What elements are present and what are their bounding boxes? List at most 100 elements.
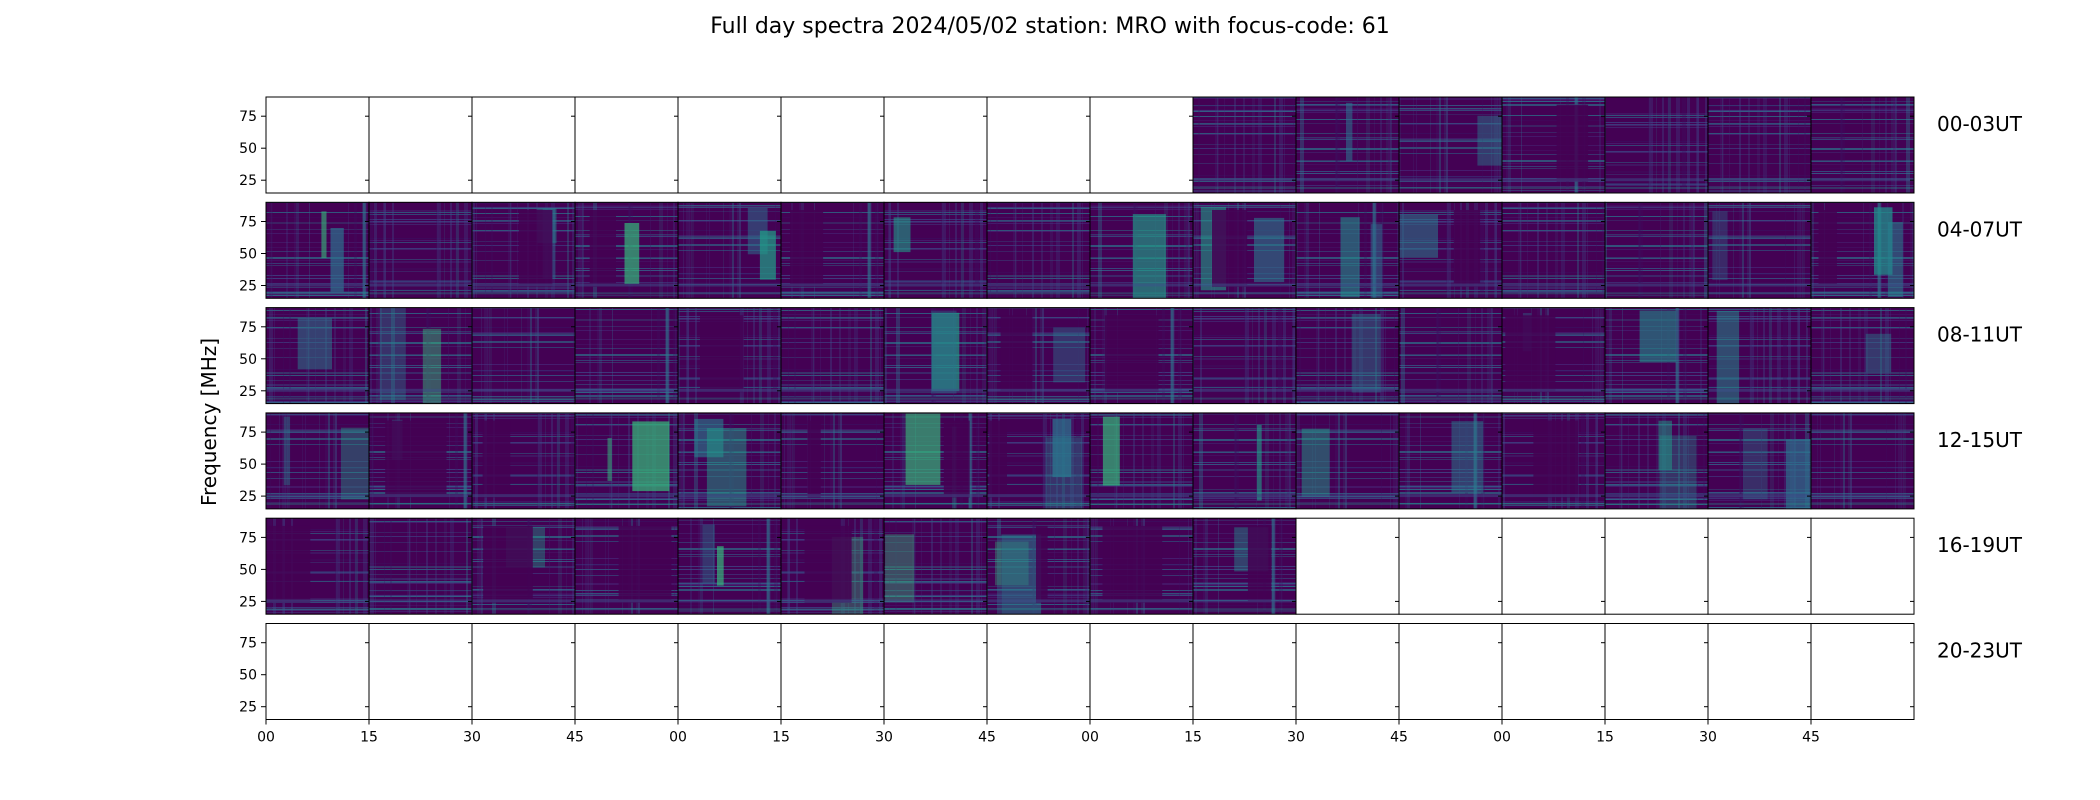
spectrogram-panel (575, 518, 678, 615)
spectrogram-panel (1605, 412, 1708, 509)
panel-frame (1810, 517, 1915, 615)
x-tick-label: 15 (1596, 730, 1614, 746)
x-tick-label: 45 (978, 730, 996, 746)
empty-panel (1708, 518, 1811, 615)
spectrogram-panel (678, 518, 781, 615)
spectrogram-panel (884, 202, 987, 299)
x-tick-label: 00 (1081, 730, 1099, 746)
y-tick-label: 75 (239, 215, 257, 231)
spectra-row: 00-03UT 25 50 75 (239, 96, 2023, 194)
spectrogram-panel (1708, 97, 1811, 193)
empty-panel (575, 97, 678, 193)
empty-panel (781, 623, 884, 720)
empty-panel (1605, 518, 1708, 615)
y-tick-label: 75 (239, 636, 257, 652)
spectrogram-panel (1605, 202, 1708, 299)
panel-frame (1810, 96, 1915, 194)
row-label: 04-07UT (1937, 217, 2023, 241)
spectrogram-panel (1193, 202, 1296, 299)
spectrogram-panel (1399, 412, 1502, 509)
row-label: 20-23UT (1937, 639, 2023, 663)
x-tick-label: 45 (566, 730, 584, 746)
spectrogram-panel (678, 202, 781, 299)
empty-panel (1502, 623, 1605, 720)
spectrogram-panel (369, 518, 472, 615)
empty-panel (678, 97, 781, 193)
empty-panel (1811, 518, 1914, 615)
spectrogram-panel (1811, 97, 1914, 193)
spectrogram-panel (1193, 412, 1296, 509)
y-axis-label: Frequency [MHz] (197, 338, 221, 506)
spectrogram-panel (575, 202, 678, 299)
y-tick-label: 75 (239, 109, 257, 125)
spectrogram-panel (1399, 202, 1502, 299)
spectrogram-panel (884, 518, 987, 615)
empty-panel (266, 97, 369, 193)
spectrogram-panel (781, 412, 884, 509)
spectrogram-panel (266, 518, 369, 615)
y-tick-label: 50 (239, 352, 257, 368)
spectrogram-panel (1708, 307, 1811, 404)
spectrogram-panel (1193, 518, 1296, 615)
x-tick-label: 45 (1390, 730, 1408, 746)
spectrogram-panel (1090, 307, 1193, 404)
x-tick-label: 30 (1699, 730, 1717, 746)
spectrogram-panel (266, 307, 369, 404)
empty-panel (1708, 623, 1811, 720)
empty-panel (369, 97, 472, 193)
spectrogram-panel (266, 202, 369, 299)
spectrogram-panel (472, 307, 575, 404)
spectrogram-panel (1399, 307, 1502, 404)
empty-panel (1193, 623, 1296, 720)
spectrogram-panel (1708, 412, 1811, 509)
spectrogram-panel (884, 307, 987, 404)
spectrogram-panel (472, 202, 575, 299)
empty-panel (884, 97, 987, 193)
spectrogram-panel (369, 202, 472, 299)
empty-panel (987, 97, 1090, 193)
panel-frame (1810, 201, 1915, 299)
row-label: 00-03UT (1937, 112, 2023, 136)
x-tick-label: 15 (360, 730, 378, 746)
spectrogram-panel (1502, 412, 1605, 509)
y-tick-label: 25 (239, 489, 257, 505)
spectrogram-panel (781, 202, 884, 299)
spectrogram-panel (575, 412, 678, 509)
empty-panel (678, 623, 781, 720)
panel-frame (1810, 307, 1915, 405)
x-tick-label: 30 (1287, 730, 1305, 746)
y-tick-label: 25 (239, 173, 257, 189)
spectrogram-panel (1296, 97, 1399, 193)
spectrogram-panel (987, 307, 1090, 404)
spectrogram-panel (1502, 97, 1605, 193)
empty-panel (369, 623, 472, 720)
spectrogram-panel (472, 518, 575, 615)
y-tick-label: 25 (239, 384, 257, 400)
spectrogram-panel (1090, 412, 1193, 509)
row-label: 08-11UT (1937, 323, 2023, 347)
spectrogram-panel (678, 307, 781, 404)
spectrogram-panel (369, 412, 472, 509)
empty-panel (472, 97, 575, 193)
spectrogram-panel (1090, 202, 1193, 299)
spectrogram-panel (575, 307, 678, 404)
y-tick-label: 25 (239, 700, 257, 716)
empty-panel (1090, 623, 1193, 720)
spectra-row: 12-15UT 25 50 75 (239, 412, 2023, 510)
empty-panel (1399, 623, 1502, 720)
y-tick-label: 25 (239, 279, 257, 295)
spectrogram-panel (1811, 307, 1914, 404)
spectrogram-panel (1811, 202, 1914, 299)
spectrogram-panel (781, 307, 884, 404)
empty-panel (575, 623, 678, 720)
x-tick-label: 30 (875, 730, 893, 746)
empty-panel (1296, 623, 1399, 720)
row-label: 16-19UT (1937, 533, 2023, 557)
row-label: 12-15UT (1937, 428, 2023, 452)
x-tick-label: 30 (463, 730, 481, 746)
x-tick-label: 00 (257, 730, 275, 746)
spectrogram-panel (472, 412, 575, 509)
spectra-row: 20-23UT 25 50 75 (239, 623, 2023, 720)
empty-panel (266, 623, 369, 720)
